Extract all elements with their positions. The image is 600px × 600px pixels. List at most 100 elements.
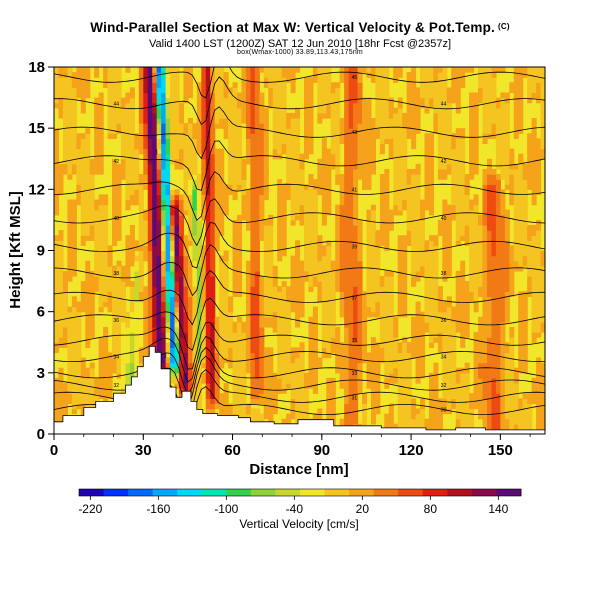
field-cell	[482, 357, 488, 364]
field-cell	[509, 199, 515, 206]
field-cell	[370, 352, 376, 359]
field-cell	[125, 377, 131, 384]
field-cell	[415, 250, 421, 257]
field-cell	[94, 138, 100, 145]
field-cell	[165, 250, 171, 257]
field-cell	[156, 168, 162, 175]
field-cell	[388, 296, 394, 303]
field-cell	[339, 225, 345, 231]
field-cell	[522, 209, 528, 216]
field-cell	[402, 296, 408, 303]
field-cell	[80, 296, 86, 303]
field-cell	[420, 408, 426, 415]
field-cell	[295, 398, 301, 405]
field-cell	[361, 128, 368, 134]
field-cell	[125, 347, 131, 354]
field-cell	[62, 270, 68, 277]
field-cell	[303, 255, 310, 262]
field-cell	[272, 286, 278, 292]
field-cell	[348, 189, 354, 196]
field-cell	[290, 367, 296, 374]
field-cell	[290, 199, 296, 206]
field-cell	[402, 403, 408, 410]
field-cell	[540, 418, 545, 425]
field-cell	[415, 408, 421, 415]
field-cell	[478, 275, 484, 282]
field-cell	[522, 316, 528, 323]
field-cell	[76, 403, 82, 410]
field-cell	[361, 143, 368, 150]
field-cell	[125, 372, 131, 379]
field-cell	[125, 148, 131, 155]
field-cell	[495, 143, 501, 150]
field-cell	[112, 123, 118, 129]
field-cell	[536, 388, 542, 394]
field-cell	[107, 128, 113, 134]
field-cell	[353, 199, 359, 206]
field-cell	[58, 291, 64, 297]
field-cell	[80, 138, 86, 145]
field-cell	[107, 250, 113, 257]
field-cell	[254, 398, 260, 405]
field-cell	[219, 179, 225, 185]
field-cell	[482, 316, 488, 323]
field-cell	[411, 347, 417, 354]
field-cell	[321, 275, 327, 282]
field-cell	[531, 377, 537, 384]
field-cell	[210, 403, 216, 410]
field-cell	[486, 423, 493, 430]
field-cell	[504, 163, 510, 170]
field-cell	[125, 133, 131, 139]
field-cell	[495, 316, 501, 323]
field-cell	[504, 372, 510, 379]
field-cell	[129, 250, 135, 257]
field-cell	[460, 393, 466, 399]
field-cell	[54, 347, 60, 354]
field-cell	[174, 250, 180, 257]
field-cell	[295, 194, 301, 201]
field-cell	[384, 306, 390, 313]
field-cell	[379, 194, 385, 201]
field-cell	[112, 184, 118, 190]
field-cell	[54, 138, 60, 145]
field-cell	[183, 352, 189, 359]
field-cell	[170, 219, 176, 226]
field-cell	[437, 133, 443, 139]
field-cell	[237, 393, 243, 399]
field-cell	[152, 138, 158, 145]
field-cell	[245, 260, 251, 267]
field-cell	[219, 153, 225, 160]
field-cell	[482, 281, 488, 287]
field-cell	[460, 311, 466, 318]
field-cell	[433, 301, 439, 308]
field-cell	[183, 342, 189, 348]
field-cell	[531, 321, 537, 328]
field-cell	[366, 291, 372, 297]
field-cell	[406, 194, 412, 201]
field-cell	[495, 255, 501, 262]
field-cell	[353, 270, 359, 277]
field-cell	[495, 275, 501, 282]
field-cell	[415, 194, 421, 201]
field-cell	[178, 138, 185, 145]
field-cell	[286, 413, 292, 420]
field-cell	[339, 179, 345, 185]
field-cell	[245, 367, 251, 374]
field-cell	[219, 225, 225, 231]
field-cell	[388, 326, 394, 333]
field-cell	[54, 275, 60, 282]
field-cell	[80, 377, 86, 384]
field-cell	[143, 174, 149, 180]
field-cell	[103, 255, 109, 262]
field-cell	[174, 347, 180, 354]
field-cell	[125, 143, 131, 150]
field-cell	[268, 357, 274, 364]
field-cell	[263, 413, 269, 420]
field-cell	[379, 296, 385, 303]
field-cell	[518, 179, 524, 185]
field-cell	[388, 275, 394, 282]
field-cell	[495, 408, 501, 415]
field-cell	[353, 383, 359, 389]
field-cell	[375, 245, 381, 252]
field-cell	[491, 128, 497, 134]
